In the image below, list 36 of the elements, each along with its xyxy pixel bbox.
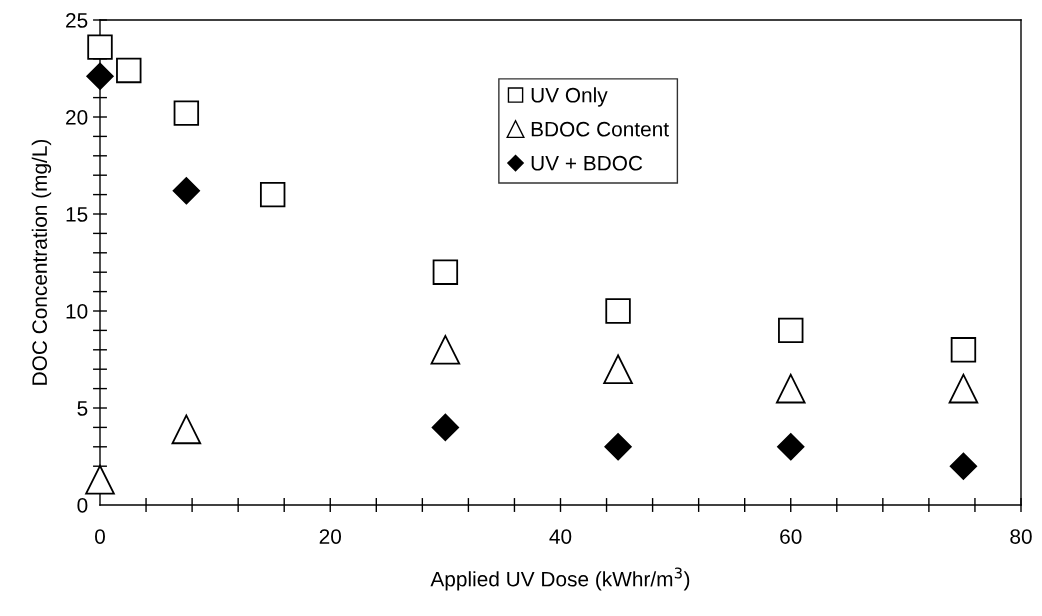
point — [948, 373, 979, 404]
point — [171, 414, 202, 445]
point — [116, 57, 142, 84]
point — [950, 337, 977, 363]
y-tick-label: 10 — [66, 304, 88, 319]
point — [431, 413, 460, 442]
x-axis-title: Applied UV Dose (kWhr/m$^{3}$) — [430, 567, 690, 591]
y-tick-label: 5 — [77, 401, 88, 416]
y-axis-title: DOC Concentration (mg/L) — [31, 139, 52, 385]
x-tick-label: 80 — [1010, 529, 1032, 544]
y-tick-label: 15 — [66, 207, 88, 222]
point — [85, 464, 115, 495]
point — [172, 177, 201, 205]
x-tick-label: 20 — [319, 529, 342, 544]
point — [777, 433, 805, 461]
x-tick-label: 40 — [549, 529, 572, 544]
legend-label: BDOC Content — [531, 121, 669, 137]
y-tick-label: 25 — [66, 13, 88, 28]
point — [86, 62, 114, 90]
point — [259, 181, 286, 208]
legend-label: UV + BDOC — [531, 155, 643, 171]
y-tick-label: 20 — [66, 110, 88, 125]
point — [949, 452, 978, 480]
point — [604, 433, 632, 461]
point — [603, 354, 633, 384]
point — [432, 259, 459, 285]
point — [87, 34, 113, 60]
point — [605, 298, 631, 324]
legend-label: UV Only — [531, 87, 608, 107]
point — [775, 373, 806, 404]
x-tick-label: 60 — [780, 529, 802, 544]
x-tick-label: 0 — [95, 529, 105, 544]
point — [430, 335, 461, 365]
point — [778, 317, 804, 344]
point — [173, 100, 200, 126]
y-tick-label: 0 — [77, 498, 88, 513]
